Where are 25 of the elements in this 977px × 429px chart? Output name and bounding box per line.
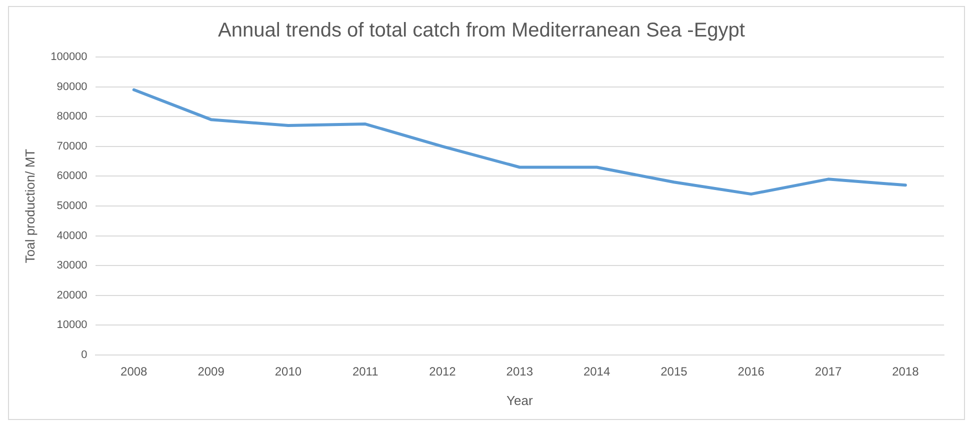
- chart-title: Annual trends of total catch from Mediterranean Sea -Egypt: [218, 20, 746, 42]
- x-tick-label: 2008: [120, 364, 148, 379]
- y-tick-label: 70000: [56, 140, 88, 152]
- y-tick-label: 80000: [56, 110, 88, 123]
- y-tick-label: 50000: [56, 200, 88, 212]
- y-tick-label: 90000: [56, 80, 88, 93]
- y-tick-label: 100000: [50, 51, 88, 64]
- x-tick-label: 2013: [506, 364, 534, 379]
- x-tick-label: 2010: [274, 364, 302, 379]
- x-tick-label: 2011: [352, 364, 379, 379]
- y-tick-label: 40000: [56, 230, 88, 242]
- y-tick-label: 0: [81, 349, 88, 362]
- x-tick-label: 2017: [814, 364, 842, 379]
- x-tick-label: 2014: [583, 364, 610, 379]
- y-tick-label: 20000: [56, 289, 88, 302]
- x-tick-label: 2009: [198, 364, 225, 379]
- x-axis-title: Year: [506, 392, 534, 408]
- y-tick-label: 60000: [56, 170, 88, 182]
- y-axis-title: Toal production/ MT: [22, 148, 38, 264]
- y-tick-label: 10000: [56, 319, 88, 332]
- y-tick-label: 30000: [56, 260, 88, 272]
- x-tick-label: 2016: [738, 364, 765, 379]
- x-tick-label: 2018: [892, 364, 920, 379]
- x-tick-label: 2015: [660, 364, 688, 379]
- x-tick-label: 2012: [429, 364, 456, 379]
